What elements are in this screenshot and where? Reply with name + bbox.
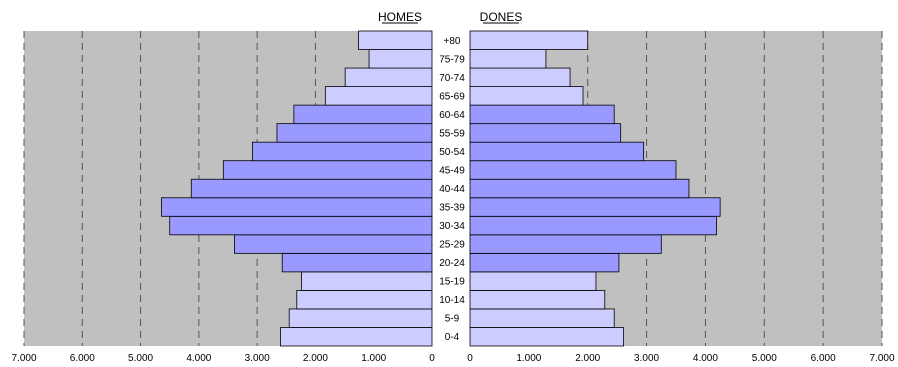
category-label: 30-34 [439,221,465,232]
bar-left-60-64 [293,104,433,125]
bar-left-20-24 [281,252,433,273]
bar-right-30-34 [469,215,718,236]
bar-left-0-4 [280,327,433,347]
bar-left-10-14 [296,290,433,310]
left-x-tick-label: 3.000 [245,353,270,364]
right-x-tick-label: 1.000 [516,353,541,364]
bar-left-15-19 [301,271,433,291]
right-x-tick-label: 4.000 [693,353,718,364]
category-label: 0-4 [445,332,460,343]
left-x-tick-label: 2.000 [303,353,328,364]
left-x-tick-label: 7.000 [11,353,36,364]
bar-left-25-29 [234,234,433,254]
left-x-tick-label: 0 [429,353,435,364]
bar-right-35-39 [469,197,721,217]
bar-right-0-4 [469,327,625,347]
left-x-tick-label: 1.000 [361,353,386,364]
category-label: 20-24 [439,258,465,269]
bar-left-65-69 [324,86,433,106]
right-x-tick-label: 7.000 [869,353,894,364]
left-x-tick-label: 5.000 [128,353,153,364]
bar-right-25-29 [469,234,662,254]
category-label: 35-39 [439,203,465,214]
bar-right-5-9 [469,308,615,328]
right-x-tick-label: 3.000 [634,353,659,364]
category-label: 70-74 [439,73,465,84]
category-label: 10-14 [439,295,465,306]
bar-left-30-34 [169,215,433,236]
bar-left-50-54 [252,141,433,162]
category-label: 75-79 [439,54,465,65]
right-x-tick-label: 2.000 [575,353,600,364]
bar-right-65-69 [469,86,584,106]
category-label: 50-54 [439,147,465,158]
bar-left-35-39 [161,197,433,217]
category-label: 55-59 [439,128,465,139]
category-label: 45-49 [439,165,465,176]
category-label: 25-29 [439,240,465,251]
left-x-tick-label: 4.000 [186,353,211,364]
bar-right-50-54 [469,141,645,162]
bar-left-55-59 [276,123,433,143]
right-x-tick-label: 5.000 [752,353,777,364]
category-label: 65-69 [439,91,465,102]
series-header-dones: DONES [480,10,523,24]
left-x-tick-label: 6.000 [70,353,95,364]
bar-left-45-49 [222,160,433,180]
series-header-homes: HOMES [378,10,422,24]
category-label: +80 [444,36,461,47]
bar-right-40-44 [469,178,690,199]
bar-left-+80 [358,30,433,50]
bar-right-20-24 [469,252,620,273]
bar-right-60-64 [469,104,615,125]
bar-right-+80 [469,30,589,50]
bar-right-45-49 [469,160,677,180]
bar-left-5-9 [288,308,433,328]
bar-right-10-14 [469,290,606,310]
category-label: 15-19 [439,277,465,288]
bar-right-75-79 [469,49,547,69]
category-label: 40-44 [439,184,465,195]
bar-right-70-74 [469,67,571,87]
right-x-tick-label: 0 [467,353,473,364]
bar-left-70-74 [344,67,433,87]
bar-left-40-44 [190,178,433,199]
bar-right-55-59 [469,123,622,143]
category-label: 5-9 [445,314,460,325]
right-x-tick-label: 6.000 [811,353,836,364]
bar-right-15-19 [469,271,597,291]
bar-left-75-79 [368,49,433,69]
category-label: 60-64 [439,110,465,121]
